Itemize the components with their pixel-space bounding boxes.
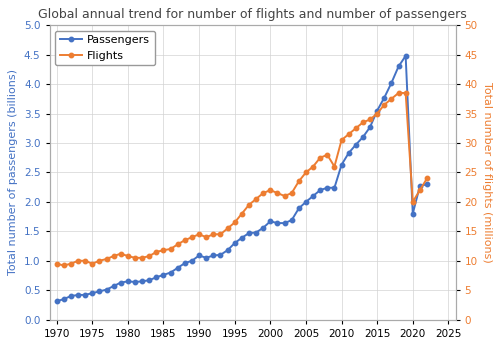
Flights bbox=[346, 132, 352, 136]
Flights bbox=[296, 179, 302, 183]
Legend: Passengers, Flights: Passengers, Flights bbox=[55, 31, 155, 65]
Line: Passengers: Passengers bbox=[54, 54, 429, 304]
Passengers bbox=[274, 221, 280, 225]
Passengers bbox=[268, 219, 274, 223]
Passengers bbox=[382, 96, 388, 100]
Passengers bbox=[154, 275, 160, 279]
Passengers bbox=[54, 299, 60, 304]
Flights bbox=[54, 262, 60, 266]
Y-axis label: Total number of passengers (billions): Total number of passengers (billions) bbox=[8, 69, 18, 276]
Passengers bbox=[402, 54, 408, 58]
Title: Global annual trend for number of flights and number of passengers: Global annual trend for number of flight… bbox=[38, 8, 467, 21]
Flights bbox=[424, 176, 430, 180]
Flights bbox=[160, 248, 166, 252]
Flights bbox=[282, 194, 288, 198]
Line: Flights: Flights bbox=[54, 91, 429, 268]
Flights bbox=[396, 91, 402, 95]
Passengers bbox=[338, 163, 344, 167]
Y-axis label: Total number of flights (millions): Total number of flights (millions) bbox=[482, 82, 492, 263]
Flights bbox=[303, 170, 309, 175]
Flights bbox=[274, 191, 280, 195]
Passengers bbox=[424, 182, 430, 186]
Flights bbox=[61, 263, 67, 268]
Passengers bbox=[288, 218, 294, 222]
